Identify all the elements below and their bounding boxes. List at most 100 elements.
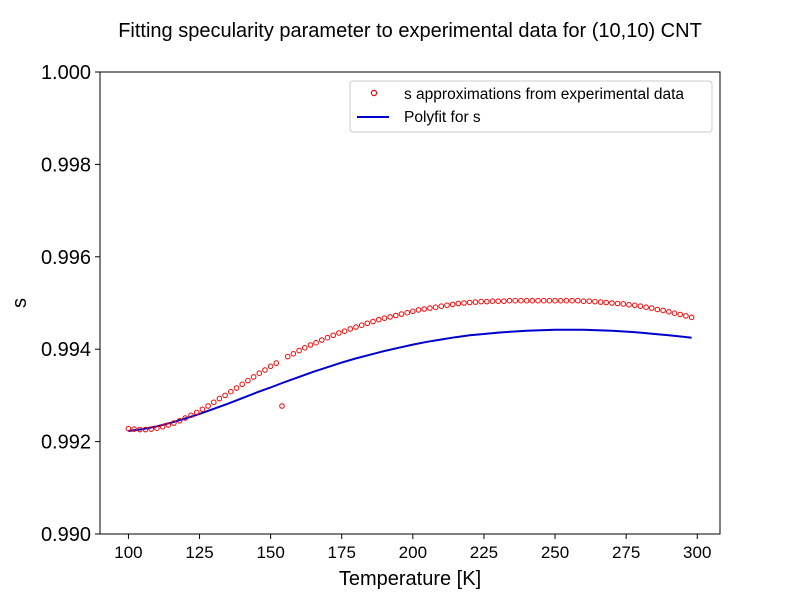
data-point xyxy=(563,297,570,304)
data-point xyxy=(273,360,280,366)
plot-area xyxy=(99,71,721,535)
data-point xyxy=(387,314,393,320)
data-point xyxy=(262,367,268,373)
data-point xyxy=(501,298,507,305)
data-point xyxy=(364,320,371,327)
data-point xyxy=(393,312,399,319)
data-point xyxy=(438,303,445,310)
data-point xyxy=(580,298,587,305)
data-point xyxy=(296,347,302,354)
legend-label-scatter: s approximations from experimental data xyxy=(404,86,684,103)
data-point xyxy=(472,299,479,305)
data-point xyxy=(495,298,502,305)
data-point xyxy=(199,406,206,413)
x-tick-label: 200 xyxy=(399,543,427,562)
legend-label-line: Polyfit for s xyxy=(404,109,481,126)
data-point xyxy=(478,298,484,305)
x-tick-label: 150 xyxy=(256,543,284,562)
data-point xyxy=(165,422,172,428)
data-point xyxy=(535,297,541,304)
x-axis-label: Temperature [K] xyxy=(339,568,481,590)
data-point xyxy=(171,420,177,426)
data-point xyxy=(148,426,154,432)
legend-marker-scatter xyxy=(370,89,378,97)
polyfit-line xyxy=(128,328,692,432)
legend-box xyxy=(349,80,713,133)
data-point xyxy=(603,299,610,306)
data-point xyxy=(176,418,183,424)
y-tick-label: 0.994 xyxy=(41,339,91,361)
data-point xyxy=(466,299,473,306)
data-point xyxy=(421,306,428,312)
data-point xyxy=(529,297,536,304)
data-point xyxy=(284,353,291,360)
data-point xyxy=(518,297,524,304)
data-point xyxy=(222,392,228,399)
data-point xyxy=(432,304,439,311)
data-point xyxy=(540,297,547,304)
data-point xyxy=(575,297,581,304)
data-point xyxy=(336,330,342,336)
x-tick-label: 125 xyxy=(185,543,213,562)
data-point xyxy=(154,425,160,432)
x-tick-label: 300 xyxy=(683,543,711,562)
data-point xyxy=(381,315,388,322)
data-point xyxy=(654,306,661,313)
data-point xyxy=(125,425,132,432)
data-point xyxy=(137,426,143,433)
data-point xyxy=(677,311,684,318)
experimental-data-series xyxy=(125,297,695,433)
data-point xyxy=(614,300,621,307)
data-point xyxy=(216,395,223,402)
y-tick-label: 0.998 xyxy=(41,154,91,176)
data-point xyxy=(239,381,245,388)
data-point xyxy=(620,301,627,307)
y-tick-label: 0.990 xyxy=(41,524,91,546)
data-point xyxy=(643,304,649,311)
data-point xyxy=(330,332,337,339)
data-point xyxy=(552,297,558,304)
data-point xyxy=(142,426,149,433)
data-point xyxy=(666,309,672,315)
data-point xyxy=(233,385,240,391)
data-point xyxy=(404,309,411,316)
data-point xyxy=(256,370,263,377)
data-point xyxy=(660,307,666,314)
data-point xyxy=(626,302,632,308)
x-axis-ticks: 100 125 150 175 200 225 250 275 300 xyxy=(114,534,711,562)
data-point xyxy=(648,305,655,311)
data-point xyxy=(455,300,462,307)
chart-title: Fitting specularity parameter to experim… xyxy=(118,20,702,42)
data-point xyxy=(313,339,319,346)
data-point xyxy=(159,424,166,430)
data-point xyxy=(341,328,348,335)
data-point xyxy=(290,351,297,357)
data-point xyxy=(205,403,211,409)
data-point xyxy=(569,297,575,304)
data-point xyxy=(370,318,376,325)
data-point xyxy=(631,302,638,309)
data-point xyxy=(182,415,189,421)
polyfit-series xyxy=(128,328,692,432)
data-point xyxy=(506,297,513,304)
data-point xyxy=(557,297,564,304)
data-point xyxy=(461,300,467,306)
y-tick-label: 1.000 xyxy=(41,62,91,84)
data-point xyxy=(319,337,325,343)
data-point xyxy=(489,298,496,305)
data-point xyxy=(307,342,314,348)
data-point xyxy=(586,298,593,305)
data-point xyxy=(546,297,553,304)
data-point xyxy=(347,326,354,332)
data-point xyxy=(211,399,217,406)
data-point xyxy=(415,307,422,313)
x-tick-label: 100 xyxy=(114,543,142,562)
data-point xyxy=(637,303,644,310)
data-point xyxy=(592,298,598,305)
y-tick-label: 0.992 xyxy=(41,432,91,454)
y-axis-ticks: 0.990 0.992 0.994 0.996 0.998 1.000 xyxy=(41,62,100,546)
data-point xyxy=(375,316,382,323)
y-tick-label: 0.996 xyxy=(41,247,91,269)
